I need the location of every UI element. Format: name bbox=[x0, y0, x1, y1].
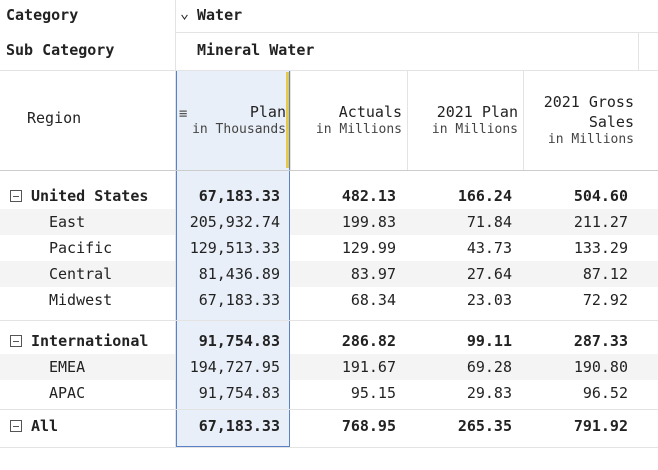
region-label: Region bbox=[27, 109, 82, 127]
expand-toggle[interactable] bbox=[10, 335, 22, 347]
cell: 205,932.74 bbox=[189, 213, 280, 231]
cell: 190.80 bbox=[573, 358, 628, 376]
row-divider bbox=[0, 320, 658, 321]
member-label: Central bbox=[49, 265, 113, 283]
selected-column bbox=[176, 70, 290, 447]
cell: 194,727.95 bbox=[189, 358, 280, 376]
cell: 23.03 bbox=[466, 291, 512, 309]
group-label: United States bbox=[31, 187, 149, 205]
cell: 67,183.33 bbox=[198, 291, 280, 309]
subcategory-label: Sub Category bbox=[6, 41, 115, 59]
cell: 67,183.33 bbox=[198, 187, 280, 205]
collapse-icon[interactable]: ⌄ bbox=[180, 4, 190, 22]
column-header[interactable]: Plan in Thousands bbox=[176, 72, 286, 166]
cell: 768.95 bbox=[341, 417, 396, 435]
cell: 72.92 bbox=[582, 291, 628, 309]
cell: 265.35 bbox=[457, 417, 512, 435]
cell: 69.28 bbox=[466, 358, 512, 376]
cell: 199.83 bbox=[341, 213, 396, 231]
member-label: APAC bbox=[49, 384, 86, 402]
cell: 129.99 bbox=[341, 239, 396, 257]
column-divider bbox=[523, 70, 524, 170]
cell: 91,754.83 bbox=[198, 384, 280, 402]
member-label: Midwest bbox=[49, 291, 113, 309]
cell: 133.29 bbox=[573, 239, 628, 257]
row-stripe bbox=[0, 209, 658, 235]
cell: 287.33 bbox=[573, 332, 628, 350]
column-title: Actuals bbox=[338, 102, 402, 121]
expand-toggle[interactable] bbox=[10, 420, 22, 432]
column-title: Plan bbox=[249, 102, 286, 121]
cell: 67,183.33 bbox=[198, 417, 280, 435]
row-divider bbox=[0, 409, 658, 410]
cell: 68.34 bbox=[350, 291, 396, 309]
column-title: 2021 Plan bbox=[436, 102, 518, 121]
column-divider bbox=[407, 70, 408, 170]
column-header[interactable]: 2021 Gross Sales in Millions bbox=[523, 72, 634, 166]
column-unit: in Millions bbox=[431, 121, 518, 137]
row-stripe bbox=[0, 354, 658, 380]
group-label: All bbox=[31, 417, 59, 435]
column-divider bbox=[290, 70, 291, 170]
cell: 504.60 bbox=[573, 187, 628, 205]
cell: 29.83 bbox=[466, 384, 512, 402]
cell: 43.73 bbox=[466, 239, 512, 257]
table-bottom bbox=[0, 447, 658, 448]
cell: 791.92 bbox=[573, 417, 628, 435]
category-label: Category bbox=[6, 6, 79, 24]
cell: 83.97 bbox=[350, 265, 396, 283]
expand-toggle[interactable] bbox=[10, 190, 22, 202]
cell: 99.11 bbox=[466, 332, 512, 350]
cell: 191.67 bbox=[341, 358, 396, 376]
menu-icon[interactable]: ≡ bbox=[179, 106, 188, 122]
cell: 81,436.89 bbox=[198, 265, 280, 283]
cell: 95.15 bbox=[350, 384, 396, 402]
cell: 129,513.33 bbox=[189, 239, 280, 257]
member-label: EMEA bbox=[49, 358, 86, 376]
cell: 166.24 bbox=[457, 187, 512, 205]
column-unit: in Millions bbox=[315, 121, 402, 137]
cell: 91,754.83 bbox=[198, 332, 280, 350]
column-unit: in Millions bbox=[547, 131, 634, 147]
cell: 286.82 bbox=[341, 332, 396, 350]
column-header[interactable]: 2021 Plan in Millions bbox=[407, 72, 518, 166]
cell: 71.84 bbox=[466, 213, 512, 231]
cell: 27.64 bbox=[466, 265, 512, 283]
member-label: Pacific bbox=[49, 239, 113, 257]
cell: 211.27 bbox=[573, 213, 628, 231]
subcategory-value[interactable]: Mineral Water bbox=[197, 41, 315, 59]
row-stripe bbox=[0, 261, 658, 287]
group-label: International bbox=[31, 332, 149, 350]
cell: 96.52 bbox=[582, 384, 628, 402]
cell: 482.13 bbox=[341, 187, 396, 205]
resize-handle[interactable] bbox=[286, 72, 289, 168]
member-label: East bbox=[49, 213, 86, 231]
category-value[interactable]: Water bbox=[197, 6, 243, 24]
column-header[interactable]: Actuals in Millions bbox=[290, 72, 402, 166]
column-title: 2021 Gross Sales bbox=[543, 92, 634, 131]
column-unit: in Thousands bbox=[192, 121, 286, 137]
cell: 87.12 bbox=[582, 265, 628, 283]
